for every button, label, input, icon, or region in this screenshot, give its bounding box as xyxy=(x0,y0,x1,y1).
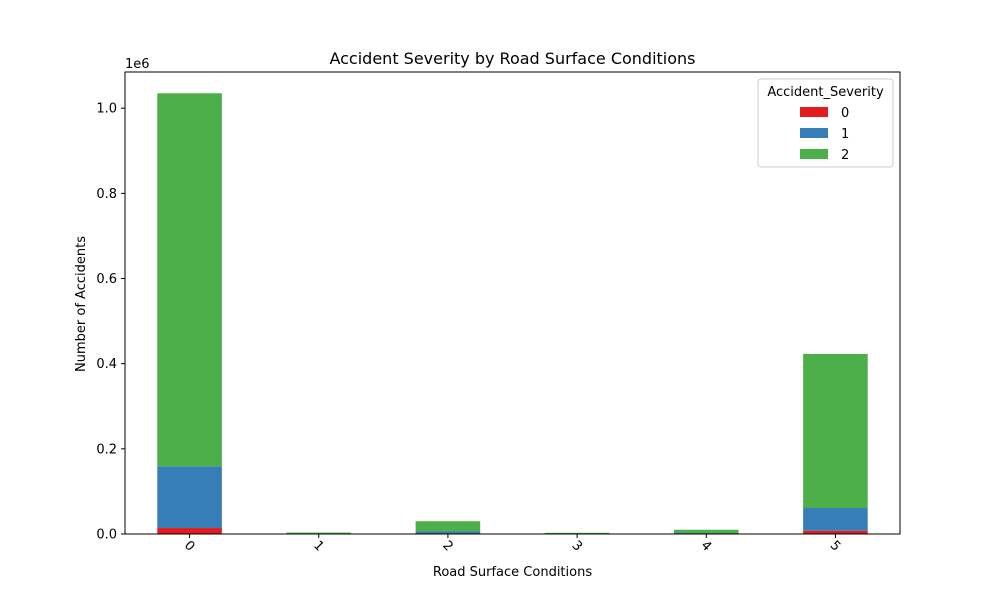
bar-2-severity-1 xyxy=(415,531,481,534)
bar-4-severity-1 xyxy=(673,532,739,534)
legend-swatch-0 xyxy=(800,107,828,117)
legend-title: Accident_Severity xyxy=(767,85,884,100)
axes-frame xyxy=(124,71,901,535)
y-tick-label: 0.8 xyxy=(96,187,117,202)
bar-5-severity-1 xyxy=(803,508,868,531)
x-axis-label: Road Surface Conditions xyxy=(433,565,592,580)
legend-label-0: 0 xyxy=(841,106,849,121)
legend: Accident_Severity 0 1 2 xyxy=(757,78,894,168)
y-tick-label: 0.6 xyxy=(96,272,117,287)
legend-swatch-1 xyxy=(800,128,828,138)
legend-label-2: 2 xyxy=(841,148,849,163)
bar-5-severity-0 xyxy=(803,530,868,534)
y-tick-label: 0.0 xyxy=(96,528,117,543)
legend-swatch-2 xyxy=(800,149,828,159)
y-tick-label: 1.0 xyxy=(96,102,117,117)
bar-3-severity-2 xyxy=(544,532,610,534)
bar-0-severity-2 xyxy=(157,93,222,467)
y-tick-label: 0.2 xyxy=(96,442,117,457)
y-offset-text: 1e6 xyxy=(125,57,150,72)
y-tick-label: 0.4 xyxy=(96,357,117,372)
bar-4-severity-2 xyxy=(673,529,739,534)
chart-title: Accident Severity by Road Surface Condit… xyxy=(329,49,695,68)
bar-1-severity-2 xyxy=(286,532,352,534)
plot-area: 0.00.20.40.60.81.00 1 2 3 4 5 xyxy=(96,71,901,555)
legend-label-1: 1 xyxy=(841,127,849,142)
bar-0-severity-1 xyxy=(157,466,222,529)
bar-0-severity-0 xyxy=(157,528,222,534)
legend-box xyxy=(757,78,894,168)
bar-5-severity-2 xyxy=(803,353,868,509)
y-axis-label: Number of Accidents xyxy=(74,236,89,372)
bar-2-severity-2 xyxy=(415,521,481,532)
